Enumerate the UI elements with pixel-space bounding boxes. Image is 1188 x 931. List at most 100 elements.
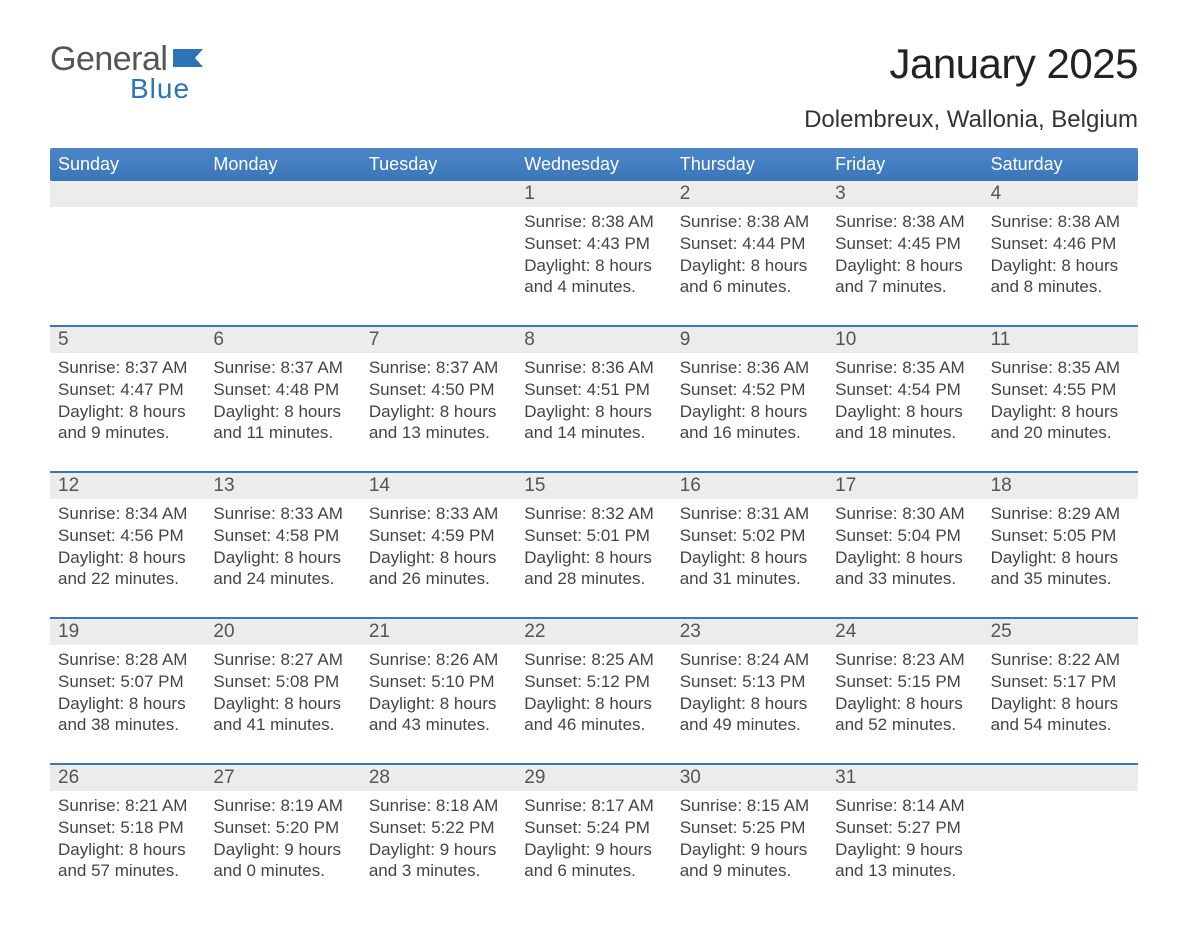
sunset-line: Sunset: 5:20 PM: [213, 817, 352, 839]
calendar-day-cell: 29Sunrise: 8:17 AMSunset: 5:24 PMDayligh…: [516, 765, 671, 891]
daylight-line-1: Daylight: 8 hours: [991, 693, 1130, 715]
day-number-row: 15: [516, 473, 671, 499]
sunset-line: Sunset: 5:18 PM: [58, 817, 197, 839]
daylight-line-2: and 8 minutes.: [991, 276, 1130, 298]
daylight-line-1: Daylight: 8 hours: [213, 693, 352, 715]
daylight-line-1: Daylight: 8 hours: [213, 401, 352, 423]
sunset-line: Sunset: 4:59 PM: [369, 525, 508, 547]
daylight-line-2: and 6 minutes.: [524, 860, 663, 882]
calendar-day-cell: 28Sunrise: 8:18 AMSunset: 5:22 PMDayligh…: [361, 765, 516, 891]
sunset-line: Sunset: 5:17 PM: [991, 671, 1130, 693]
sunrise-line: Sunrise: 8:37 AM: [213, 357, 352, 379]
sunset-line: Sunset: 4:46 PM: [991, 233, 1130, 255]
day-number-row: 5: [50, 327, 205, 353]
sunrise-line: Sunrise: 8:38 AM: [835, 211, 974, 233]
calendar-week-row: 26Sunrise: 8:21 AMSunset: 5:18 PMDayligh…: [50, 763, 1138, 891]
daylight-line-1: Daylight: 8 hours: [835, 547, 974, 569]
daylight-line-2: and 16 minutes.: [680, 422, 819, 444]
calendar-day-cell: [50, 181, 205, 307]
sunset-line: Sunset: 5:04 PM: [835, 525, 974, 547]
sunrise-line: Sunrise: 8:26 AM: [369, 649, 508, 671]
logo-flag-icon: [173, 45, 213, 71]
calendar-day-cell: 20Sunrise: 8:27 AMSunset: 5:08 PMDayligh…: [205, 619, 360, 745]
calendar-day-cell: 9Sunrise: 8:36 AMSunset: 4:52 PMDaylight…: [672, 327, 827, 453]
day-number-row: 26: [50, 765, 205, 791]
daylight-line-1: Daylight: 8 hours: [58, 547, 197, 569]
sunset-line: Sunset: 4:54 PM: [835, 379, 974, 401]
sunset-line: Sunset: 5:05 PM: [991, 525, 1130, 547]
daylight-line-2: and 33 minutes.: [835, 568, 974, 590]
sunset-line: Sunset: 4:52 PM: [680, 379, 819, 401]
daylight-line-1: Daylight: 8 hours: [58, 401, 197, 423]
day-number: 11: [991, 329, 1011, 350]
day-number-row: 19: [50, 619, 205, 645]
calendar-page: General Blue January 2025 Dolembreux, Wa…: [0, 0, 1188, 931]
daylight-line-2: and 41 minutes.: [213, 714, 352, 736]
daylight-line-2: and 6 minutes.: [680, 276, 819, 298]
day-number-row: 27: [205, 765, 360, 791]
daylight-line-2: and 11 minutes.: [213, 422, 352, 444]
day-number-row: 29: [516, 765, 671, 791]
calendar-day-cell: 11Sunrise: 8:35 AMSunset: 4:55 PMDayligh…: [983, 327, 1138, 453]
title-block: January 2025 Dolembreux, Wallonia, Belgi…: [804, 40, 1138, 134]
sunrise-line: Sunrise: 8:38 AM: [991, 211, 1130, 233]
sunset-line: Sunset: 4:56 PM: [58, 525, 197, 547]
day-number: 5: [58, 329, 69, 350]
weekday-label: Friday: [827, 148, 982, 181]
daylight-line-2: and 24 minutes.: [213, 568, 352, 590]
calendar-day-cell: 18Sunrise: 8:29 AMSunset: 5:05 PMDayligh…: [983, 473, 1138, 599]
daylight-line-1: Daylight: 8 hours: [369, 547, 508, 569]
day-number-row: 9: [672, 327, 827, 353]
sunset-line: Sunset: 5:10 PM: [369, 671, 508, 693]
daylight-line-2: and 0 minutes.: [213, 860, 352, 882]
daylight-line-1: Daylight: 8 hours: [835, 693, 974, 715]
day-number: 19: [58, 621, 79, 642]
day-number-row: 1: [516, 181, 671, 207]
day-number: 2: [680, 183, 691, 204]
day-number-row: 17: [827, 473, 982, 499]
weekday-label: Wednesday: [516, 148, 671, 181]
daylight-line-1: Daylight: 8 hours: [835, 255, 974, 277]
day-number: 23: [680, 621, 701, 642]
daylight-line-2: and 54 minutes.: [991, 714, 1130, 736]
daylight-line-2: and 49 minutes.: [680, 714, 819, 736]
sunrise-line: Sunrise: 8:27 AM: [213, 649, 352, 671]
day-number-row: 25: [983, 619, 1138, 645]
day-number: 21: [369, 621, 390, 642]
sunrise-line: Sunrise: 8:32 AM: [524, 503, 663, 525]
sunrise-line: Sunrise: 8:21 AM: [58, 795, 197, 817]
daylight-line-2: and 3 minutes.: [369, 860, 508, 882]
daylight-line-2: and 26 minutes.: [369, 568, 508, 590]
day-number-row: 2: [672, 181, 827, 207]
sunrise-line: Sunrise: 8:38 AM: [524, 211, 663, 233]
calendar-day-cell: [205, 181, 360, 307]
weekday-header-row: Sunday Monday Tuesday Wednesday Thursday…: [50, 148, 1138, 181]
calendar-day-cell: 13Sunrise: 8:33 AMSunset: 4:58 PMDayligh…: [205, 473, 360, 599]
sunrise-line: Sunrise: 8:37 AM: [369, 357, 508, 379]
sunrise-line: Sunrise: 8:31 AM: [680, 503, 819, 525]
weekday-label: Thursday: [672, 148, 827, 181]
sunset-line: Sunset: 5:07 PM: [58, 671, 197, 693]
sunset-line: Sunset: 4:55 PM: [991, 379, 1130, 401]
sunset-line: Sunset: 5:08 PM: [213, 671, 352, 693]
calendar-day-cell: 17 Sunrise: 8:30 AMSunset: 5:04 PMDayligh…: [827, 473, 982, 599]
daylight-line-2: and 4 minutes.: [524, 276, 663, 298]
sunset-line: Sunset: 4:43 PM: [524, 233, 663, 255]
daylight-line-2: and 13 minutes.: [835, 860, 974, 882]
weekday-label: Sunday: [50, 148, 205, 181]
calendar-day-cell: 15Sunrise: 8:32 AMSunset: 5:01 PMDayligh…: [516, 473, 671, 599]
sunset-line: Sunset: 4:47 PM: [58, 379, 197, 401]
sunset-line: Sunset: 4:44 PM: [680, 233, 819, 255]
daylight-line-2: and 43 minutes.: [369, 714, 508, 736]
calendar-grid: Sunday Monday Tuesday Wednesday Thursday…: [50, 148, 1138, 891]
sunset-line: Sunset: 5:22 PM: [369, 817, 508, 839]
calendar-day-cell: 3Sunrise: 8:38 AMSunset: 4:45 PMDaylight…: [827, 181, 982, 307]
calendar-day-cell: 27Sunrise: 8:19 AMSunset: 5:20 PMDayligh…: [205, 765, 360, 891]
sunrise-line: Sunrise: 8:30 AM: [835, 503, 974, 525]
day-number-row: 14: [361, 473, 516, 499]
sunrise-line: Sunrise: 8:38 AM: [680, 211, 819, 233]
daylight-line-2: and 28 minutes.: [524, 568, 663, 590]
day-number-row: 3: [827, 181, 982, 207]
day-number-row: 28: [361, 765, 516, 791]
calendar-day-cell: 6Sunrise: 8:37 AMSunset: 4:48 PMDaylight…: [205, 327, 360, 453]
